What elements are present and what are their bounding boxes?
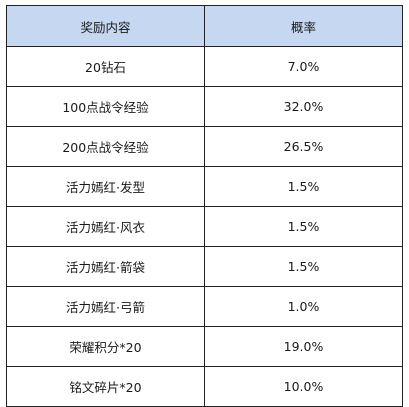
table-row: 活力嫣红·风衣 1.5% — [6, 206, 403, 247]
probability-cell: 1.0% — [204, 286, 403, 327]
probability-cell: 32.0% — [204, 86, 403, 127]
table-row: 100点战令经验 32.0% — [6, 86, 403, 127]
reward-cell: 100点战令经验 — [6, 86, 205, 127]
probability-cell: 19.0% — [204, 326, 403, 367]
reward-cell: 活力嫣红·风衣 — [6, 206, 205, 247]
table-row: 活力嫣红·箭袋 1.5% — [6, 246, 403, 287]
table-row: 活力嫣红·发型 1.5% — [6, 166, 403, 207]
reward-cell: 铭文碎片*20 — [6, 366, 205, 407]
table-header: 奖励内容 概率 — [6, 5, 403, 47]
table-body: 20钻石 7.0% 100点战令经验 32.0% 200点战令经验 26.5% … — [6, 46, 403, 407]
probability-cell: 1.5% — [204, 206, 403, 247]
reward-cell: 200点战令经验 — [6, 126, 205, 167]
probability-cell: 1.5% — [204, 166, 403, 207]
probability-cell: 1.5% — [204, 246, 403, 287]
table-row: 活力嫣红·弓箭 1.0% — [6, 286, 403, 327]
reward-cell: 活力嫣红·发型 — [6, 166, 205, 207]
reward-cell: 20钻石 — [6, 46, 205, 87]
probability-cell: 26.5% — [204, 126, 403, 167]
table-row: 200点战令经验 26.5% — [6, 126, 403, 167]
reward-cell: 活力嫣红·弓箭 — [6, 286, 205, 327]
header-reward-content: 奖励内容 — [6, 5, 205, 47]
probability-cell: 10.0% — [204, 366, 403, 407]
reward-cell: 活力嫣红·箭袋 — [6, 246, 205, 287]
reward-probability-table: 奖励内容 概率 20钻石 7.0% 100点战令经验 32.0% 200点战令经… — [6, 5, 403, 407]
table-row: 铭文碎片*20 10.0% — [6, 366, 403, 407]
probability-cell: 7.0% — [204, 46, 403, 87]
reward-cell: 荣耀积分*20 — [6, 326, 205, 367]
header-row: 奖励内容 概率 — [6, 5, 403, 47]
header-probability: 概率 — [204, 5, 403, 47]
table-row: 20钻石 7.0% — [6, 46, 403, 87]
table-row: 荣耀积分*20 19.0% — [6, 326, 403, 367]
